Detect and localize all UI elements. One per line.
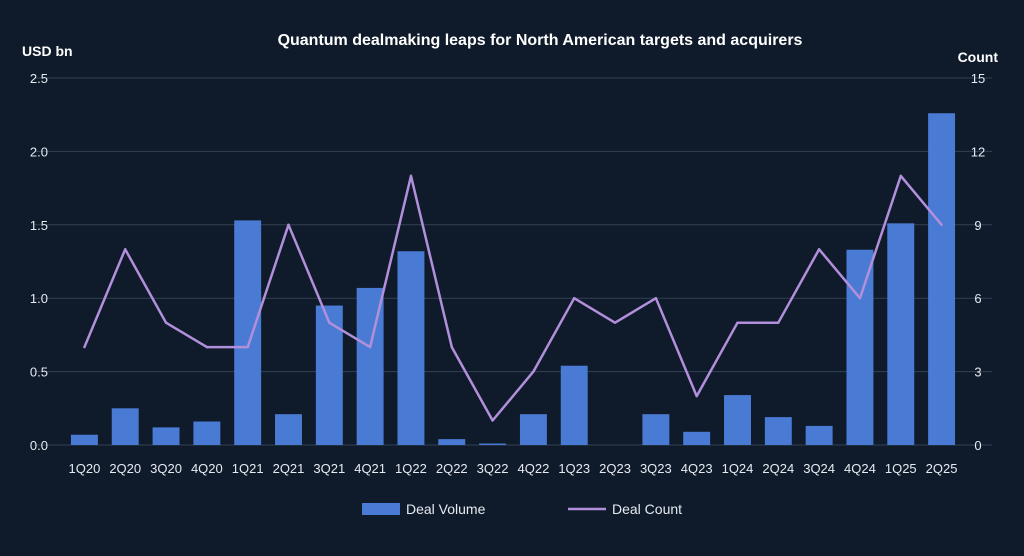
right-tick-label: 3 [974, 365, 981, 380]
deal-count-point [368, 345, 372, 349]
right-tick-label: 12 [971, 144, 985, 159]
x-tick-label: 3Q20 [150, 461, 182, 476]
deal-volume-bar [764, 417, 792, 445]
deal-count-point [940, 223, 943, 226]
deal-volume-bar [683, 431, 711, 445]
deal-count-point [205, 345, 209, 349]
left-tick-label: 2.5 [30, 71, 48, 86]
x-tick-label: 2Q23 [599, 461, 631, 476]
deal-count-line-layer [83, 174, 943, 422]
deal-volume-bar [805, 425, 833, 445]
x-tick-label: 2Q25 [926, 461, 958, 476]
deal-count-point [817, 248, 821, 251]
deal-volume-bar [397, 251, 425, 445]
x-tick-label: 1Q24 [722, 461, 754, 476]
deal-volume-bar [193, 421, 221, 445]
deal-volume-bar [479, 443, 507, 445]
x-tick-label: 3Q22 [477, 461, 509, 476]
x-tick-label: 4Q20 [191, 461, 223, 476]
legend-deal-volume-label: Deal Volume [406, 501, 486, 517]
left-tick-label: 1.0 [30, 291, 48, 306]
legend-deal-volume-swatch [362, 503, 400, 515]
x-tick-label: 2Q24 [762, 461, 794, 476]
left-tick-label: 0.0 [30, 438, 48, 453]
right-tick-label: 0 [974, 438, 981, 453]
legend-deal-count-label: Deal Count [612, 501, 682, 517]
deal-count-point [246, 345, 249, 349]
deal-count-point [124, 248, 127, 251]
deal-count-point [899, 174, 902, 178]
x-axis-ticks: 1Q20 2Q20 3Q20 4Q20 1Q21 2Q21 3Q21 4Q21 1Q22 2Q22… [69, 461, 958, 476]
deal-volume-bar [315, 305, 343, 445]
deal-volume-bars [70, 113, 956, 446]
deal-volume-bar [928, 113, 956, 446]
deal-count-point [328, 321, 331, 324]
left-tick-label: 0.5 [30, 365, 48, 380]
deal-count-point [858, 297, 862, 300]
x-tick-label: 2Q21 [273, 461, 305, 476]
deal-volume-bar [560, 365, 588, 445]
deal-volume-bar [152, 427, 180, 445]
left-axis-unit: USD bn [22, 43, 73, 59]
x-tick-label: 2Q22 [436, 461, 468, 476]
right-tick-label: 15 [971, 71, 985, 86]
deal-count-point [736, 321, 739, 324]
x-tick-label: 3Q23 [640, 461, 672, 476]
deal-volume-bar [642, 414, 670, 445]
x-tick-label: 1Q21 [232, 461, 264, 476]
x-tick-label: 1Q25 [885, 461, 917, 476]
deal-count-point [409, 174, 413, 178]
left-axis-ticks: 0.0 0.5 1.0 1.5 2.0 2.5 [30, 71, 48, 453]
deal-volume-bar [234, 220, 262, 445]
deal-count-point [287, 223, 290, 226]
x-tick-label: 1Q23 [558, 461, 590, 476]
chart-title: Quantum dealmaking leaps for North Ameri… [278, 32, 803, 49]
x-tick-label: 3Q21 [313, 461, 345, 476]
x-tick-label: 4Q21 [354, 461, 386, 476]
right-tick-label: 6 [974, 291, 981, 306]
deal-volume-bar [70, 434, 98, 445]
x-tick-label: 1Q20 [69, 461, 101, 476]
deal-volume-bar [438, 439, 466, 445]
x-tick-label: 3Q24 [803, 461, 835, 476]
deal-count-point [164, 321, 168, 324]
x-tick-label: 4Q22 [518, 461, 550, 476]
deal-count-point [491, 419, 494, 422]
x-tick-label: 1Q22 [395, 461, 427, 476]
right-axis-ticks: 0 3 6 9 12 15 [971, 71, 985, 453]
deal-count-point [613, 321, 617, 324]
deal-count-line [83, 174, 943, 422]
right-tick-label: 9 [974, 218, 981, 233]
deal-volume-bar [275, 414, 302, 445]
x-tick-label: 4Q24 [844, 461, 876, 476]
x-tick-label: 4Q23 [681, 461, 713, 476]
deal-count-point [83, 345, 86, 349]
deal-count-point [695, 394, 698, 398]
deal-volume-bar [887, 223, 915, 445]
legend: Deal Volume Deal Count [362, 501, 682, 517]
deal-count-point [654, 297, 658, 300]
deal-volume-bar [111, 408, 139, 445]
deal-count-point [777, 321, 780, 324]
deal-volume-bar [846, 249, 874, 445]
deal-count-point [450, 345, 453, 349]
deal-count-point [573, 297, 576, 300]
x-tick-label: 2Q20 [109, 461, 141, 476]
left-tick-label: 2.0 [30, 144, 48, 159]
deal-volume-bar [724, 395, 751, 445]
left-tick-label: 1.5 [30, 218, 48, 233]
right-axis-unit: Count [958, 49, 999, 65]
deal-volume-bar [519, 414, 547, 445]
deal-count-point [532, 370, 535, 373]
